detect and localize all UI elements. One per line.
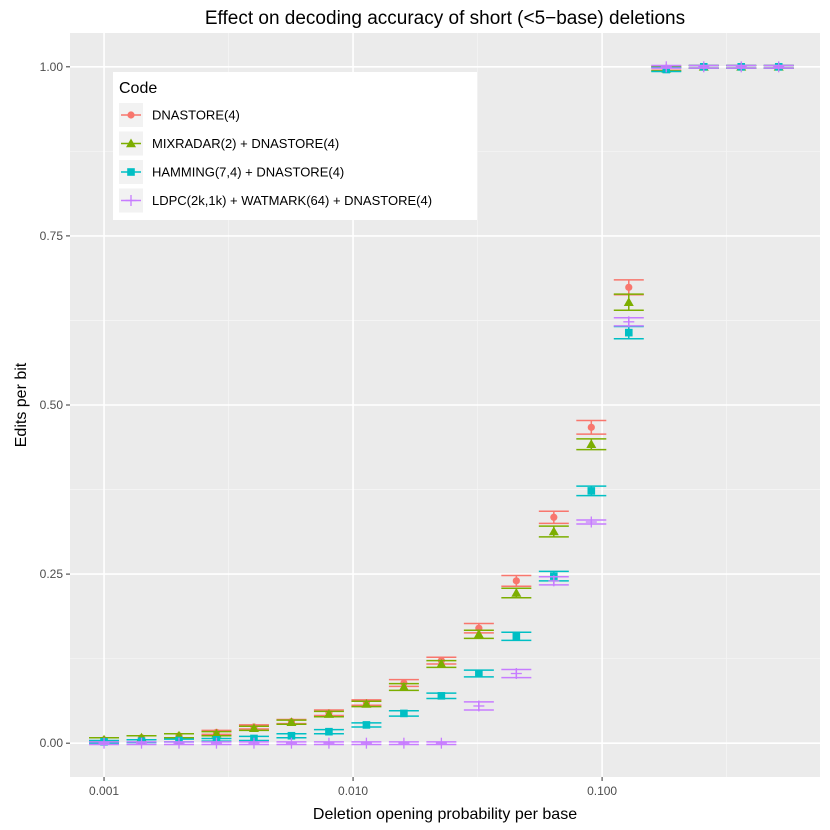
data-point — [360, 737, 372, 749]
data-point — [173, 737, 185, 749]
legend-key-marker — [127, 168, 135, 176]
data-point — [436, 659, 447, 668]
series-4 — [89, 61, 794, 749]
legend-item-1: DNASTORE(4) — [119, 103, 240, 127]
data-point — [361, 698, 372, 708]
data-point — [587, 423, 595, 431]
legend-box — [113, 72, 477, 220]
data-point — [660, 61, 672, 73]
axis-ticks: 0.00 0.25 0.50 0.75 1.00 0.001 0.010 0.100 — [40, 60, 618, 798]
legend-key-marker — [125, 195, 137, 206]
data-point — [210, 737, 222, 749]
x-tick-label: 0.001 — [89, 784, 119, 798]
legend-key-marker — [126, 138, 136, 148]
data-point — [287, 731, 296, 740]
data-point — [285, 737, 297, 749]
data-point — [698, 61, 710, 73]
y-tick-label: 0.50 — [40, 398, 64, 412]
data-point — [473, 629, 484, 639]
data-point — [587, 487, 596, 495]
data-point — [773, 61, 785, 73]
y-tick-label: 0.75 — [40, 229, 64, 243]
data-point — [512, 632, 521, 641]
data-point — [623, 316, 635, 328]
data-point — [98, 737, 110, 749]
data-point — [623, 297, 634, 306]
legend-item-3: HAMMING(7,4) + DNASTORE(4) — [119, 160, 344, 184]
data-point — [548, 526, 559, 536]
y-tick-label: 0.25 — [40, 567, 64, 581]
data-point — [511, 588, 522, 597]
data-point — [323, 709, 334, 718]
y-tick-label: 1.00 — [40, 60, 64, 74]
data-point — [286, 717, 297, 726]
legend-title: Code — [119, 80, 157, 97]
data-point — [586, 439, 597, 448]
data-point — [437, 692, 446, 700]
legend-label: HAMMING(7,4) + DNASTORE(4) — [152, 165, 344, 180]
x-tick-label: 0.100 — [587, 784, 617, 798]
y-tick-label: 0.00 — [40, 736, 64, 750]
legend-item-4: LDPC(2k,1k) + WATMARK(64) + DNASTORE(4) — [119, 188, 432, 213]
data-point — [398, 682, 409, 691]
data-point — [512, 577, 520, 585]
data-point — [398, 737, 410, 749]
data-point — [211, 728, 222, 738]
data-point — [323, 737, 335, 749]
data-point — [435, 737, 447, 749]
x-tick-label: 0.010 — [338, 784, 368, 798]
legend: Code DNASTORE(4) MIXRADAR(2) + DNASTORE(4… — [113, 72, 477, 220]
data-marks — [89, 61, 794, 749]
data-point — [550, 513, 558, 521]
data-point — [624, 328, 633, 337]
x-axis-label: Deletion opening probability per base — [313, 806, 577, 823]
data-point — [625, 283, 633, 291]
data-point — [362, 721, 371, 729]
data-point — [248, 723, 259, 733]
data-point — [473, 700, 485, 712]
data-point — [136, 737, 148, 749]
chart-title: Effect on decoding accuracy of short (<5… — [205, 8, 685, 29]
data-point — [325, 727, 333, 736]
data-point — [510, 668, 522, 680]
data-point — [248, 737, 260, 749]
legend-key-marker — [127, 111, 135, 119]
data-point — [400, 709, 408, 718]
legend-item-2: MIXRADAR(2) + DNASTORE(4) — [119, 131, 339, 156]
y-axis-label: Edits per bit — [13, 362, 30, 447]
legend-label: LDPC(2k,1k) + WATMARK(64) + DNASTORE(4) — [152, 193, 432, 208]
data-point — [548, 575, 560, 587]
legend-label: MIXRADAR(2) + DNASTORE(4) — [152, 136, 339, 151]
data-point — [585, 516, 597, 528]
data-point — [735, 61, 747, 73]
grid-lines — [70, 33, 820, 777]
legend-label: DNASTORE(4) — [152, 108, 240, 123]
data-point — [475, 669, 483, 678]
